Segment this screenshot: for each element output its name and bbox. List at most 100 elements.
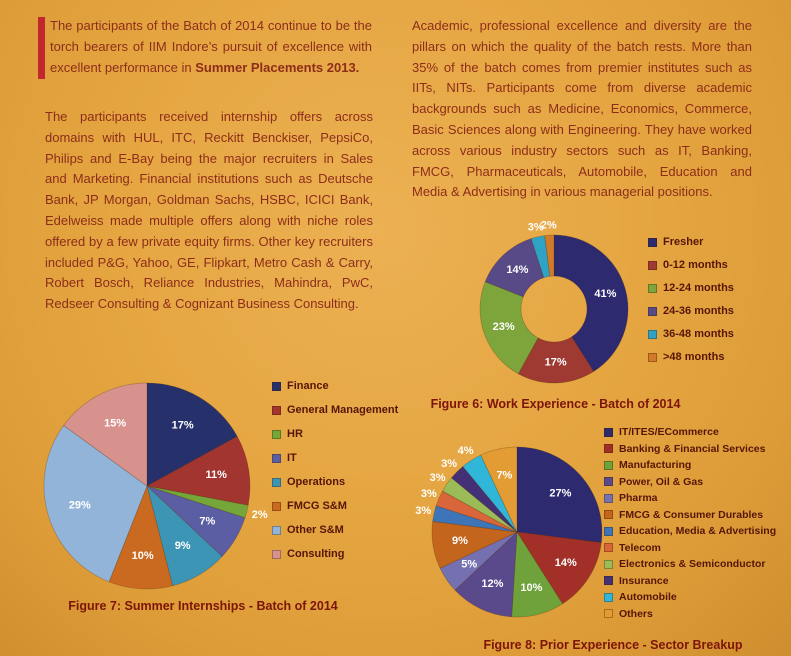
legend-swatch — [604, 427, 613, 437]
slice-label: 41% — [594, 288, 616, 300]
legend-label: 24-36 months — [663, 305, 734, 317]
slice-label: 3% — [441, 458, 457, 470]
summer-internships-pie-chart: 17% 11% 2% 7% 9% 10% 29% 15% — [43, 382, 268, 590]
legend-item: Telecom — [604, 542, 776, 554]
legend-swatch — [648, 329, 657, 339]
legend-item: FMCG S&M — [272, 500, 398, 512]
accent-bar — [38, 17, 45, 79]
legend-item: 12-24 months — [648, 282, 734, 294]
pie-slice-automobile — [462, 454, 518, 533]
legend-swatch — [272, 429, 281, 439]
slice-label: 7% — [496, 469, 512, 481]
legend-label: Automobile — [619, 591, 677, 603]
legend-swatch — [648, 260, 657, 270]
legend-item: HR — [272, 428, 398, 440]
legend-swatch — [648, 237, 657, 247]
legend-swatch — [604, 609, 613, 618]
recruiters-paragraph: The participants received internship off… — [45, 109, 373, 312]
legend-label: Others — [619, 607, 653, 620]
legend-swatch — [272, 477, 281, 487]
slice-label: 15% — [104, 418, 126, 430]
legend-item: Power, Oil & Gas — [604, 476, 776, 488]
legend-label: Insurance — [619, 574, 669, 587]
slice-label: 2% — [252, 509, 268, 521]
legend-item: IT — [272, 452, 398, 464]
legend-item: 36-48 months — [648, 328, 734, 340]
pie-slice-power-oil-gas — [454, 531, 518, 618]
pie-slice-it — [146, 485, 246, 558]
summer-internships-legend: Finance General Management HR IT Operations F… — [272, 380, 398, 572]
pie-slice-fmcg-s-m — [108, 484, 174, 590]
legend-label: Power, Oil & Gas — [619, 475, 704, 488]
legend-item: Pharma — [604, 492, 776, 504]
legend-item: Automobile — [604, 591, 776, 603]
pie-slice-telecom — [435, 490, 518, 533]
legend-label: Finance — [287, 380, 329, 392]
slice-label: 12% — [481, 578, 503, 590]
slice-label: 3% — [421, 488, 437, 500]
legend-label: HR — [287, 428, 303, 440]
legend-item: 24-36 months — [648, 305, 734, 317]
intro-text: The participants of the Batch of 2014 co… — [50, 18, 372, 75]
slice-label: 14% — [506, 264, 528, 276]
legend-swatch — [604, 543, 613, 552]
slice-label: 2% — [541, 219, 557, 231]
legend-swatch — [272, 501, 281, 511]
pie-slice-electronics-semiconductor — [442, 477, 518, 533]
legend-label: Consulting — [287, 548, 345, 560]
pie-slice-hr — [146, 485, 249, 519]
legend-item: 0-12 months — [648, 259, 734, 271]
pie-slice-fmcg-consumer-durables — [431, 520, 519, 569]
legend-label: Electronics & Semiconductor — [619, 558, 766, 570]
legend-swatch — [648, 283, 657, 293]
legend-label: Operations — [287, 476, 346, 488]
legend-swatch — [648, 352, 657, 362]
slice-label: 7% — [199, 516, 215, 528]
legend-swatch — [272, 525, 281, 535]
legend-swatch — [604, 559, 613, 569]
legend-label: Banking & Financial Services — [619, 442, 766, 455]
legend-item: >48 months — [648, 351, 734, 363]
slice-label: 11% — [205, 469, 227, 481]
legend-item: Operations — [272, 476, 398, 488]
pie-slice-others — [480, 446, 518, 533]
legend-swatch — [272, 405, 281, 415]
legend-label: 12-24 months — [663, 282, 734, 294]
slice-label: 17% — [545, 356, 567, 368]
pie-slice-education-media-advertising — [432, 505, 518, 533]
pie-slice-it-ites-ecommerce — [516, 446, 603, 544]
legend-swatch — [604, 460, 613, 470]
pie-slice-banking-financial-services — [516, 531, 602, 605]
figure8-caption: Figure 8: Prior Experience - Sector Brea… — [483, 638, 743, 652]
legend-swatch — [272, 453, 281, 463]
legend-label: Manufacturing — [619, 459, 692, 471]
legend-label: 36-48 months — [663, 328, 734, 340]
pie-slice-fresher — [553, 234, 629, 372]
legend-label: Other S&M — [287, 524, 344, 536]
pie-slice--48-months — [544, 234, 555, 277]
legend-item: General Management — [272, 404, 398, 416]
legend-swatch — [272, 381, 281, 391]
work-experience-legend: Fresher 0-12 months 12-24 months 24-36 mont… — [648, 236, 734, 374]
legend-label: IT — [287, 452, 297, 464]
intro-paragraph: The participants of the Batch of 2014 co… — [50, 16, 372, 78]
pie-slice-12-24-months — [479, 281, 539, 375]
legend-item: IT/ITES/ECommerce — [604, 426, 776, 438]
prior-experience-legend: IT/ITES/ECommerce Banking & Financial Ser… — [604, 426, 776, 624]
slice-label: 3% — [430, 472, 446, 484]
diversity-paragraph: Academic, professional excellence and di… — [412, 18, 752, 200]
pie-slice-finance — [146, 382, 238, 487]
legend-item: Other S&M — [272, 524, 398, 536]
legend-swatch — [604, 493, 613, 503]
pie-slice-consulting — [63, 382, 148, 487]
legend-item: Consulting — [272, 548, 398, 560]
slice-label: 29% — [69, 499, 91, 511]
pie-slice-manufacturing — [511, 530, 564, 618]
legend-item: Insurance — [604, 575, 776, 587]
pie-slice-other-s-m — [43, 424, 148, 583]
slice-label: 4% — [458, 445, 474, 457]
legend-swatch — [604, 526, 613, 536]
legend-swatch — [272, 549, 281, 559]
slice-label: 9% — [175, 540, 191, 552]
legend-label: Fresher — [663, 236, 704, 248]
